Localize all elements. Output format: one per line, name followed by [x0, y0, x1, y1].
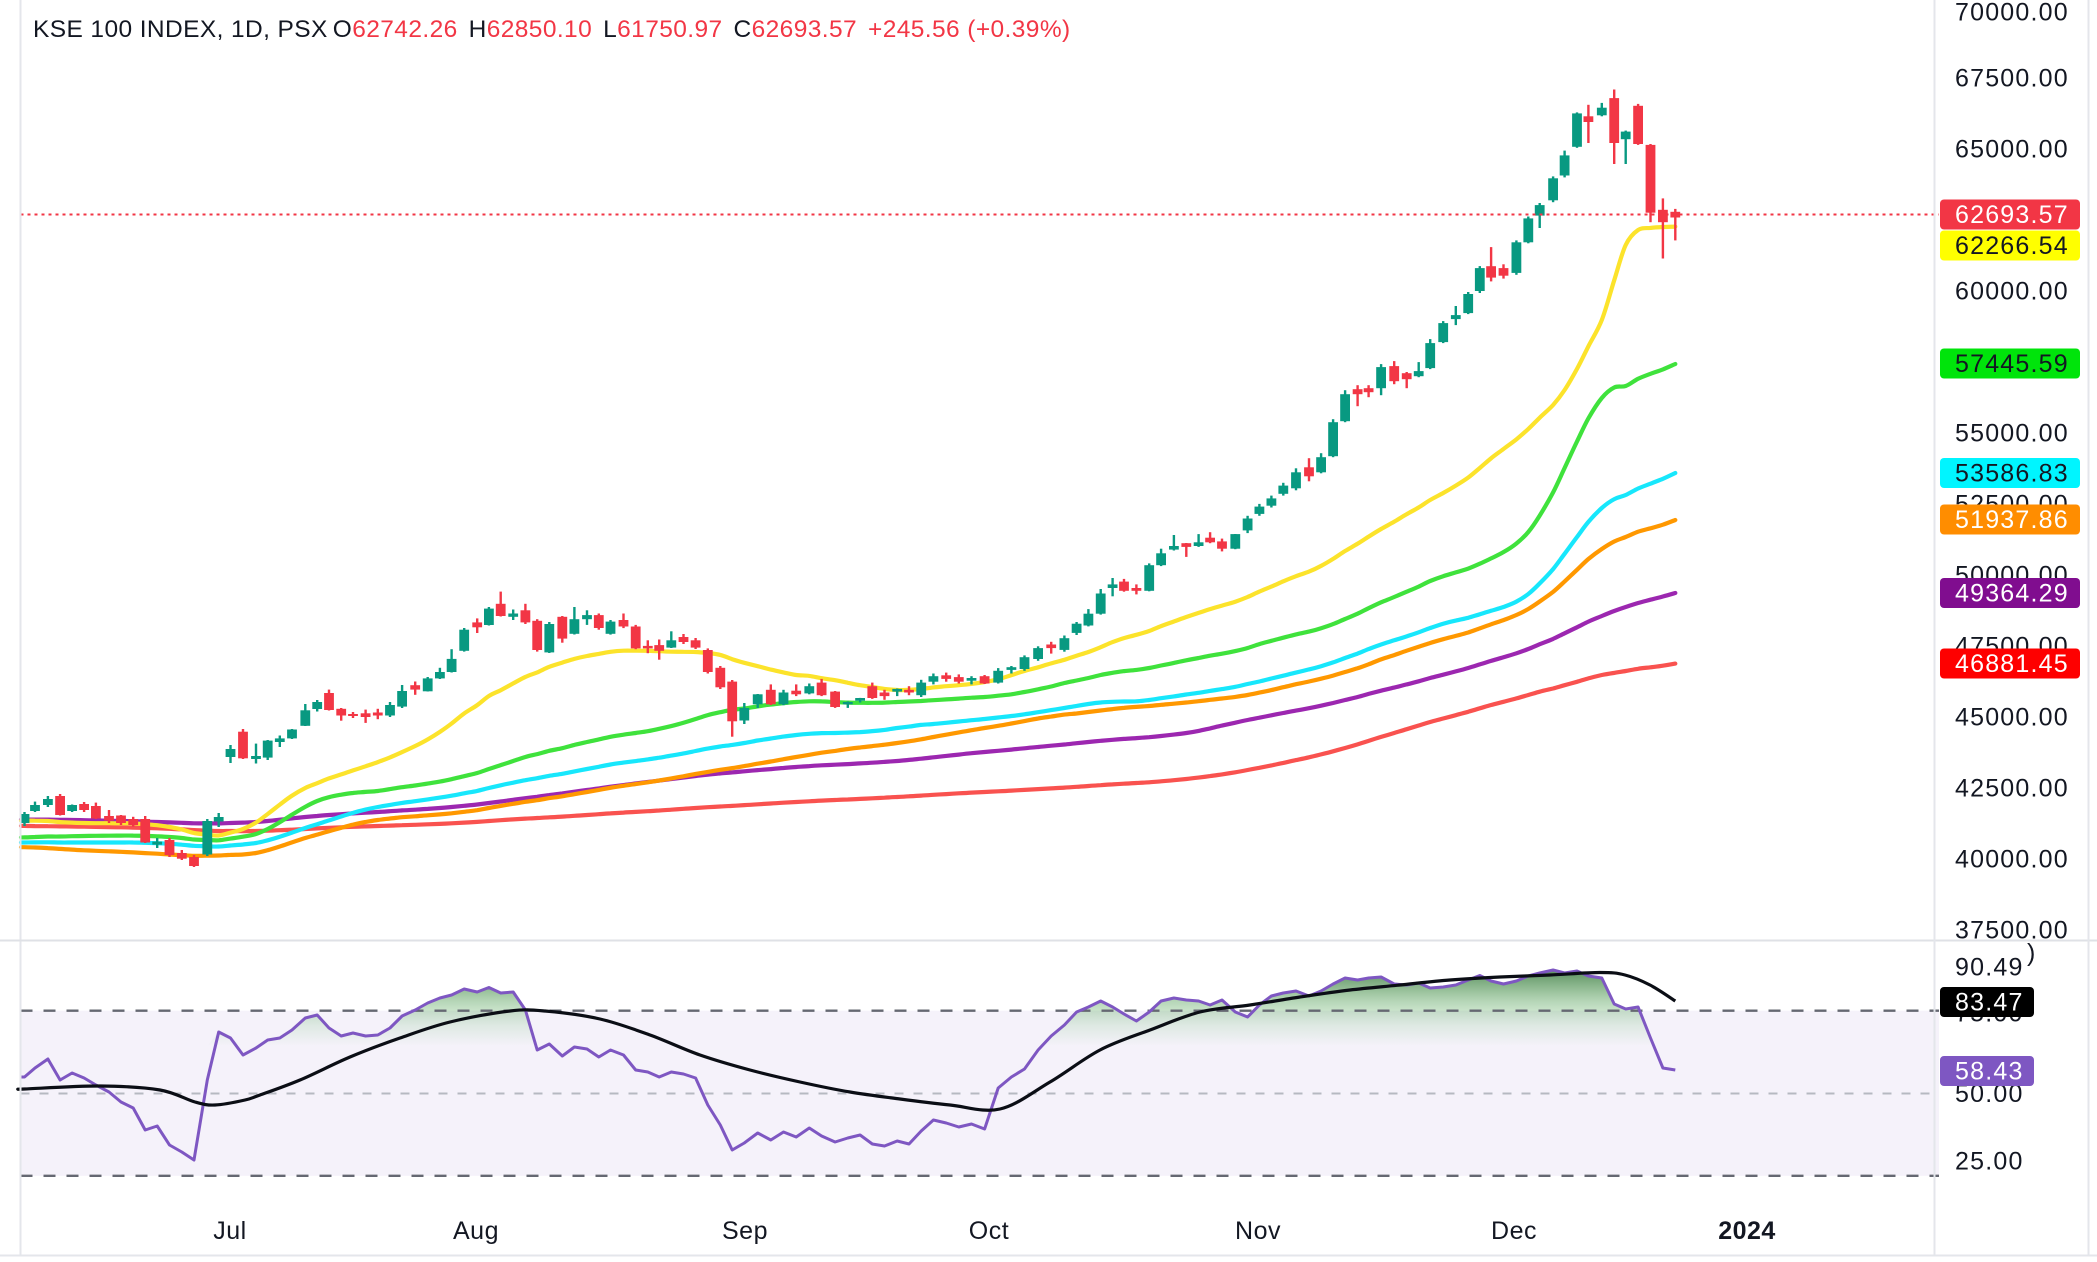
svg-text:Dec: Dec — [1491, 1217, 1537, 1245]
svg-text:Jul: Jul — [213, 1217, 246, 1245]
svg-text:65000.00: 65000.00 — [1955, 136, 2069, 164]
svg-text:Oct: Oct — [969, 1217, 1009, 1245]
svg-text:2024: 2024 — [1718, 1217, 1776, 1245]
svg-text:): ) — [2027, 939, 2035, 967]
svg-text:90.49: 90.49 — [1955, 954, 2024, 982]
svg-text:57445.59: 57445.59 — [1955, 350, 2069, 378]
svg-text:Sep: Sep — [722, 1217, 768, 1245]
svg-text:Nov: Nov — [1235, 1217, 1281, 1245]
svg-text:55000.00: 55000.00 — [1955, 420, 2069, 448]
svg-text:51937.86: 51937.86 — [1955, 506, 2069, 534]
svg-text:45000.00: 45000.00 — [1955, 704, 2069, 732]
svg-text:62693.57: 62693.57 — [1955, 201, 2069, 229]
svg-text:67500.00: 67500.00 — [1955, 65, 2069, 93]
svg-text:60000.00: 60000.00 — [1955, 278, 2069, 306]
svg-text:46881.45: 46881.45 — [1955, 650, 2069, 678]
svg-text:49364.29: 49364.29 — [1955, 580, 2069, 608]
svg-text:70000.00: 70000.00 — [1955, 0, 2069, 27]
svg-text:25.00: 25.00 — [1955, 1148, 2024, 1176]
svg-text:53586.83: 53586.83 — [1955, 460, 2069, 488]
svg-text:42500.00: 42500.00 — [1955, 775, 2069, 803]
svg-text:83.47: 83.47 — [1955, 989, 2024, 1017]
svg-text:40000.00: 40000.00 — [1955, 846, 2069, 874]
svg-text:37500.00: 37500.00 — [1955, 917, 2069, 945]
svg-text:Aug: Aug — [453, 1217, 499, 1245]
svg-text:58.43: 58.43 — [1955, 1058, 2024, 1086]
svg-text:62266.54: 62266.54 — [1955, 232, 2069, 260]
